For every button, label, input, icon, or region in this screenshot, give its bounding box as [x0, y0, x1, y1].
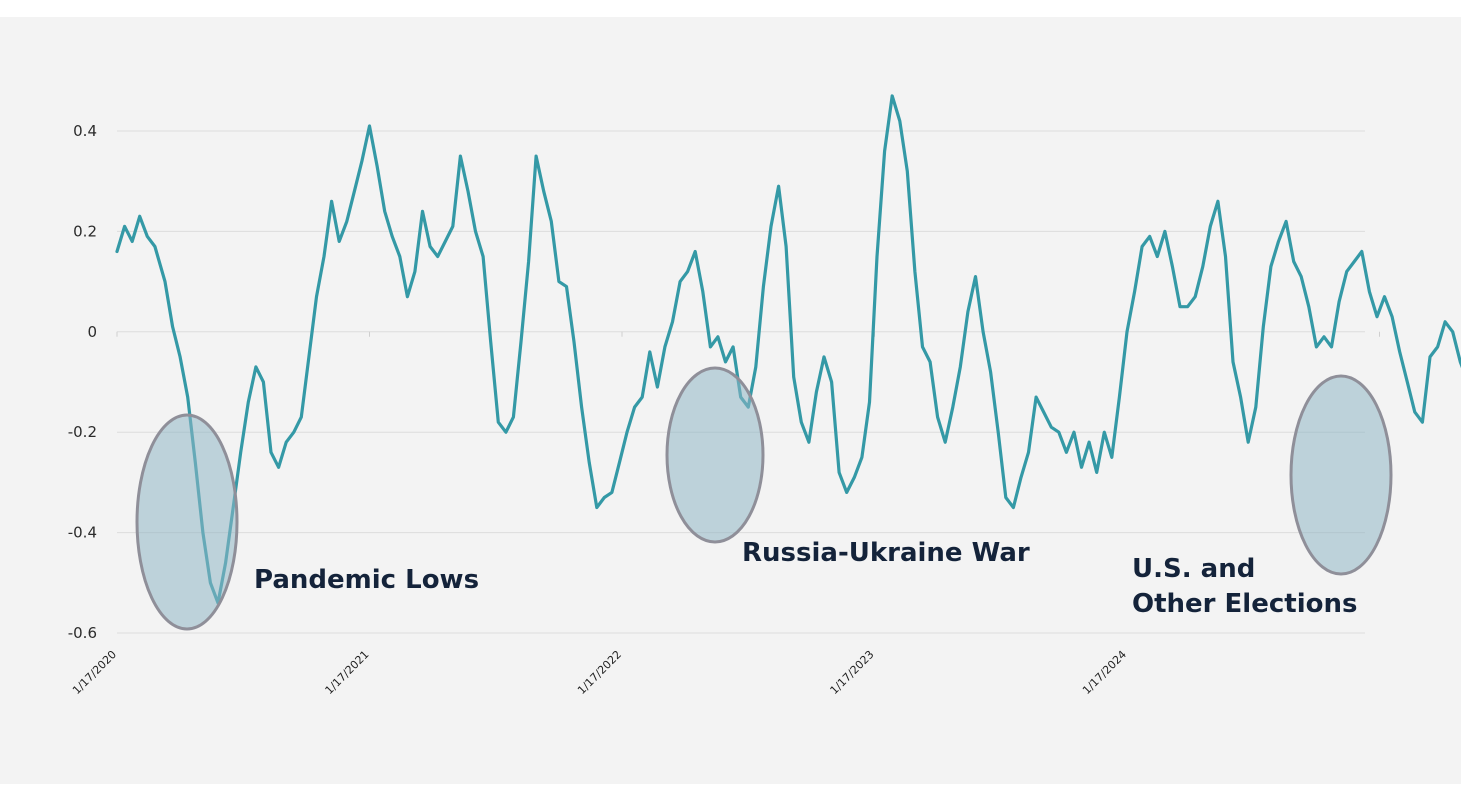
annotation-label: Pandemic Lows [254, 565, 479, 595]
annotation-labels: Pandemic Lows Russia-Ukraine War U.S. and O… [254, 538, 1357, 619]
y-tick-label: -0.2 [68, 423, 97, 441]
y-tick-label: -0.4 [68, 524, 97, 542]
x-tick-label: 1/17/2020 [70, 648, 119, 697]
highlight-ellipse [1289, 374, 1393, 576]
annotation-line: Russia-Ukraine War [742, 538, 1030, 568]
x-axis-ticks: 1/17/2020 1/17/2021 1/17/2022 1/17/2023 1/17… [70, 648, 1129, 697]
highlight-ellipse [665, 366, 765, 544]
y-tick-label: 0 [87, 323, 97, 341]
y-tick-label: 0.4 [73, 122, 97, 140]
x-tick-label: 1/17/2021 [323, 648, 372, 697]
highlight-ellipse [135, 413, 239, 631]
highlight-ellipses [135, 366, 1393, 631]
y-tick-label: -0.6 [68, 624, 97, 642]
annotation-label: U.S. and Other Elections [1132, 554, 1357, 619]
annotation-line: Other Elections [1132, 589, 1357, 619]
y-tick-label: 0.2 [73, 222, 97, 240]
x-tick-label: 1/17/2024 [1080, 648, 1129, 697]
y-axis-ticks: 0.4 0.2 0 -0.2 -0.4 -0.6 [68, 122, 97, 642]
x-tick-label: 1/17/2023 [828, 648, 877, 697]
annotation-line: U.S. and [1132, 554, 1255, 584]
annotation-line: Pandemic Lows [254, 565, 479, 595]
annotation-label: Russia-Ukraine War [742, 538, 1030, 568]
x-tick-label: 1/17/2022 [575, 648, 624, 697]
series-line [115, 94, 1461, 605]
series-layer [115, 94, 1461, 605]
